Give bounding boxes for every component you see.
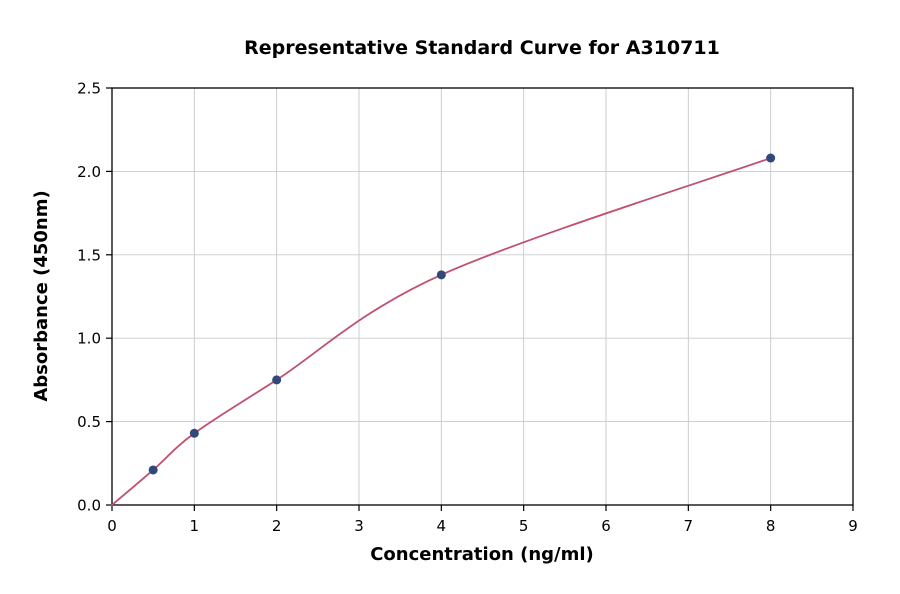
data-point	[436, 270, 446, 280]
chart-title: Representative Standard Curve for A31071…	[244, 37, 720, 59]
x-tick-label: 4	[437, 517, 447, 535]
data-point	[766, 153, 776, 163]
x-tick-label: 2	[272, 517, 282, 535]
y-tick-label: 1.0	[77, 330, 101, 348]
plot-area: 0 1 2 3 4 5 6 7 8 9 0.0 0.5 1.0 1.5 2.0 2.5	[77, 80, 858, 536]
y-axis-label: Absorbance (450nm)	[31, 190, 52, 401]
y-tick-label: 1.5	[77, 246, 101, 264]
y-tick-label: 0.5	[77, 413, 101, 431]
y-tick-label: 0.0	[77, 497, 101, 515]
x-tick-label: 9	[848, 517, 858, 535]
x-tick-label: 8	[766, 517, 776, 535]
y-tick-label: 2.0	[77, 163, 101, 181]
x-tick-label: 1	[190, 517, 200, 535]
x-tick-label: 6	[601, 517, 611, 535]
x-axis-label: Concentration (ng/ml)	[370, 544, 594, 565]
plot-border	[111, 87, 854, 506]
data-point	[189, 428, 199, 438]
y-tick-label: 2.5	[77, 80, 101, 98]
data-point	[148, 465, 158, 475]
x-tick-label: 0	[107, 517, 117, 535]
x-tick-label: 5	[519, 517, 529, 535]
data-point	[272, 375, 282, 385]
x-tick-label: 7	[684, 517, 694, 535]
x-tick-label: 3	[354, 517, 364, 535]
